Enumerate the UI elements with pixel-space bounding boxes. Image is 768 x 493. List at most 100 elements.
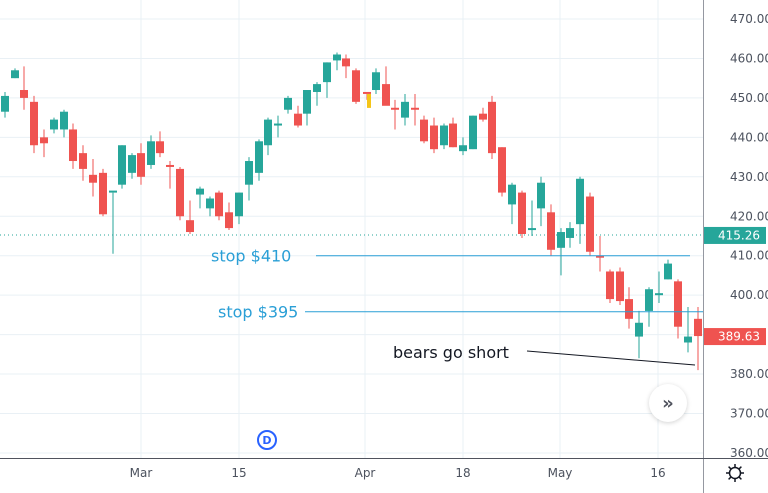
candle-body[interactable] — [391, 107, 399, 110]
candle-body[interactable] — [635, 322, 643, 337]
candle-body[interactable] — [284, 97, 292, 110]
candle-body[interactable] — [664, 263, 672, 280]
candle-body[interactable] — [537, 182, 545, 209]
candle-body[interactable] — [166, 164, 174, 167]
candle-body[interactable] — [89, 174, 97, 183]
dividend-marker-label: D — [262, 433, 272, 447]
candle-body[interactable] — [645, 289, 653, 311]
bears-go-short-label: bears go short — [393, 343, 509, 362]
candle-body[interactable] — [440, 125, 448, 146]
candle-body[interactable] — [147, 141, 155, 165]
price-tick-label: 440.00 — [730, 130, 768, 144]
candle-body[interactable] — [576, 178, 584, 225]
candle-body[interactable] — [245, 161, 253, 185]
candle-body[interactable] — [430, 125, 438, 150]
candle-body[interactable] — [528, 228, 536, 231]
double-chevron-right-icon: » — [662, 392, 674, 414]
price-axis[interactable] — [703, 0, 768, 493]
candle-body-highlight[interactable] — [367, 93, 371, 108]
candle-body[interactable] — [518, 192, 526, 235]
candle-body[interactable] — [225, 212, 233, 229]
candle-body[interactable] — [557, 232, 565, 248]
candle-body[interactable] — [109, 190, 117, 193]
candle-body[interactable] — [694, 318, 702, 337]
candle-body[interactable] — [363, 91, 371, 94]
price-tick-label: 430.00 — [730, 170, 768, 184]
time-tick-label: 15 — [231, 466, 246, 480]
reference-price-text: 415.26 — [718, 228, 760, 242]
candle-body[interactable] — [79, 153, 87, 169]
candle-body[interactable] — [99, 172, 107, 215]
reference-price-badge — [704, 226, 766, 244]
price-tick-label: 470.00 — [730, 12, 768, 26]
candle-body[interactable] — [186, 220, 194, 233]
candle-body[interactable] — [313, 84, 321, 92]
time-tick-label: May — [548, 466, 573, 480]
candle-body[interactable] — [352, 70, 360, 102]
candle-body[interactable] — [274, 123, 282, 126]
candle-body[interactable] — [1, 95, 9, 112]
candle-body[interactable] — [655, 293, 663, 296]
candle-body[interactable] — [372, 72, 380, 91]
candle-body[interactable] — [420, 119, 428, 142]
candle-body[interactable] — [156, 141, 164, 154]
candle-body[interactable] — [684, 336, 692, 343]
candle-body[interactable] — [323, 62, 331, 83]
candle-body[interactable] — [137, 153, 145, 177]
last-price-text: 389.63 — [718, 330, 760, 344]
candle-body[interactable] — [20, 90, 28, 98]
candle-body[interactable] — [508, 184, 516, 205]
candle-body[interactable] — [60, 111, 68, 130]
time-axis[interactable] — [0, 459, 703, 493]
candle-body[interactable] — [411, 107, 419, 110]
candle-body[interactable] — [469, 115, 477, 150]
candle-body[interactable] — [479, 113, 487, 120]
stop-395-label: stop $395 — [218, 303, 298, 322]
candle-body[interactable] — [547, 212, 555, 250]
candle-body[interactable] — [128, 155, 136, 173]
candle-body[interactable] — [586, 196, 594, 252]
candle-body[interactable] — [255, 141, 263, 173]
candle-body[interactable] — [596, 255, 604, 258]
stop-410-label: stop $410 — [211, 247, 291, 266]
candle-body[interactable] — [498, 147, 506, 193]
candle-body[interactable] — [215, 192, 223, 217]
time-tick-label: 16 — [650, 466, 665, 480]
candle-body[interactable] — [625, 299, 633, 319]
chart-settings-button[interactable] — [722, 460, 748, 486]
candle-body[interactable] — [196, 188, 204, 195]
candle-body[interactable] — [264, 119, 272, 146]
candle-body[interactable] — [11, 70, 19, 79]
candle-body[interactable] — [206, 198, 214, 209]
time-tick-label: Mar — [130, 466, 153, 480]
price-tick-label: 370.00 — [730, 407, 768, 421]
candle-body[interactable] — [342, 58, 350, 67]
candle-body[interactable] — [401, 101, 409, 118]
candle-body[interactable] — [235, 192, 243, 217]
candle-body[interactable] — [176, 168, 184, 217]
candle-body[interactable] — [69, 129, 77, 162]
candle-body[interactable] — [30, 101, 38, 146]
price-tick-label: 460.00 — [730, 51, 768, 65]
candle-body[interactable] — [40, 137, 48, 144]
price-tick-label: 360.00 — [730, 446, 768, 460]
candle-body[interactable] — [333, 54, 341, 61]
candle-body[interactable] — [606, 271, 614, 300]
candle-body[interactable] — [488, 101, 496, 154]
time-tick-label: Apr — [355, 466, 376, 480]
candle-body[interactable] — [50, 119, 58, 130]
candle-body[interactable] — [303, 90, 311, 114]
candle-body[interactable] — [616, 271, 624, 302]
candle-body[interactable] — [294, 113, 302, 126]
bears-trend-line[interactable] — [526, 350, 696, 366]
scroll-to-realtime-button[interactable]: » — [649, 384, 687, 422]
candle-body[interactable] — [566, 228, 574, 238]
dividend-marker[interactable]: D — [257, 430, 277, 450]
candle-body[interactable] — [382, 84, 390, 106]
candle-body[interactable] — [449, 123, 457, 148]
candle-body[interactable] — [674, 281, 682, 327]
candle-body[interactable] — [459, 145, 467, 152]
candle-body[interactable] — [118, 145, 126, 185]
